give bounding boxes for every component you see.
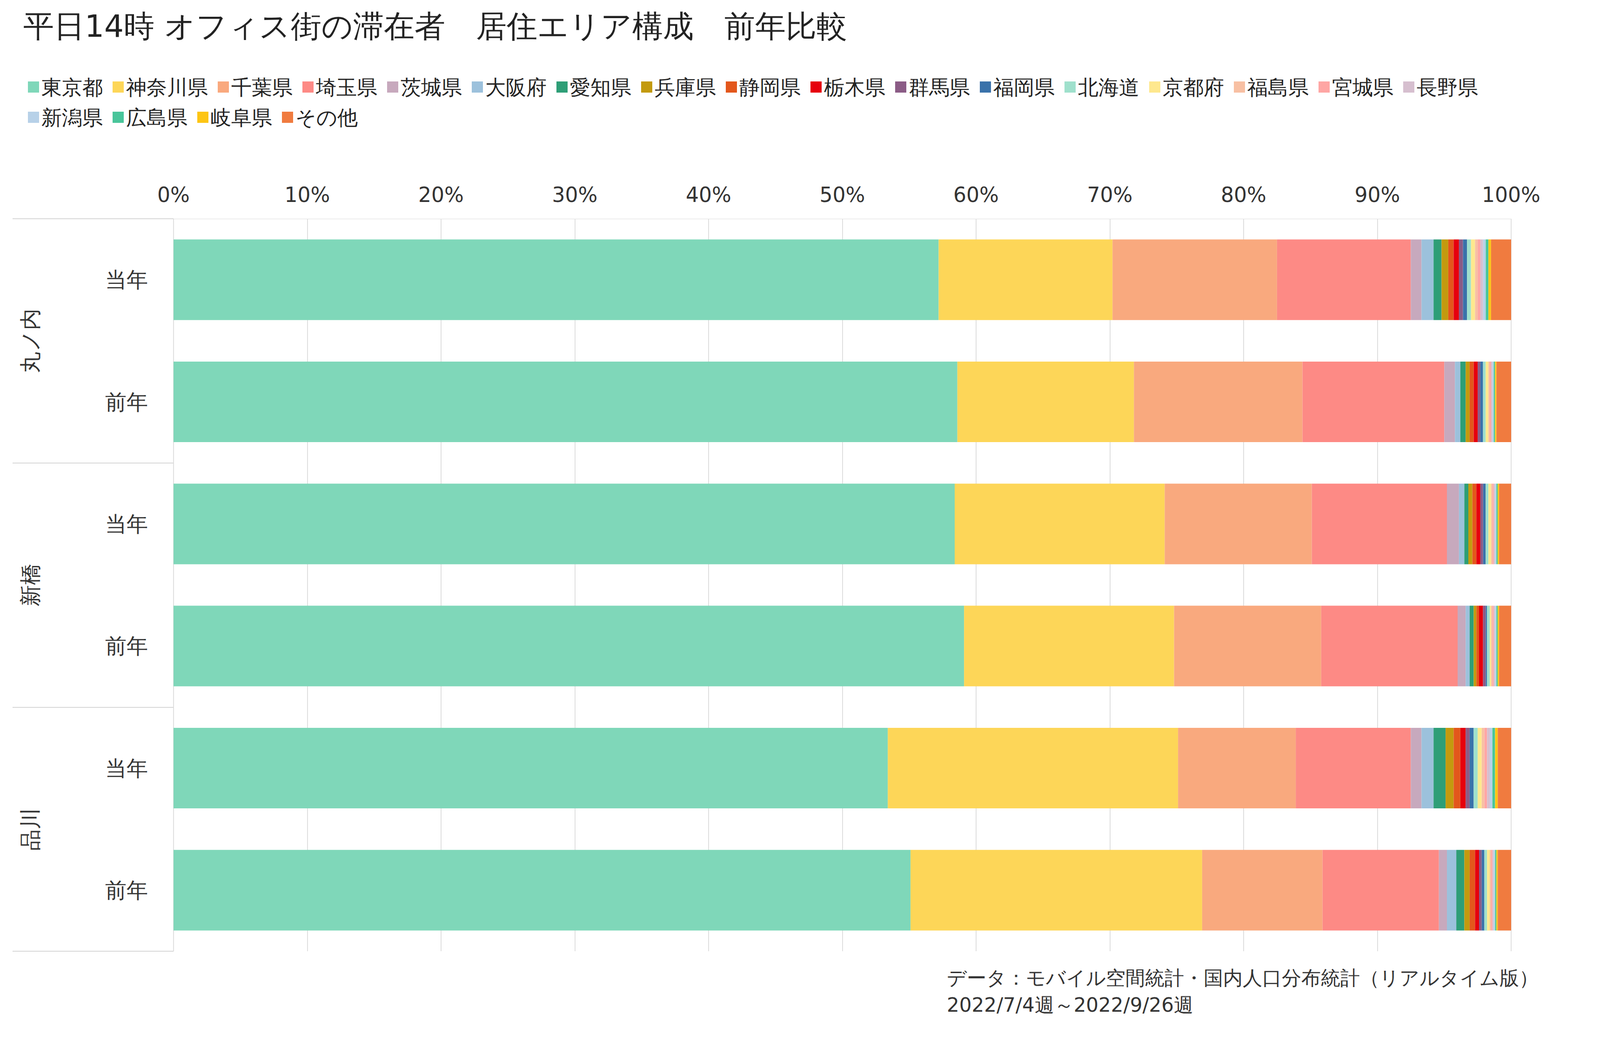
svg-text:福島県: 福島県 (1247, 75, 1309, 100)
svg-text:90%: 90% (1354, 182, 1401, 207)
svg-text:2022/7/4週～2022/9/26週: 2022/7/4週～2022/9/26週 (946, 993, 1194, 1017)
svg-text:平日14時 オフィス街の滞在者 居住エリア構成 前年比較: 平日14時 オフィス街の滞在者 居住エリア構成 前年比較 (23, 8, 848, 45)
svg-text:新潟県: 新潟県 (41, 105, 103, 130)
svg-text:栃木県: 栃木県 (823, 75, 886, 100)
svg-text:当年: 当年 (105, 267, 148, 293)
svg-text:データ：モバイル空間統計・国内人口分布統計（リアルタイム版）: データ：モバイル空間統計・国内人口分布統計（リアルタイム版） (946, 966, 1539, 990)
svg-text:愛知県: 愛知県 (569, 75, 632, 100)
svg-text:広島県: 広島県 (126, 105, 188, 130)
svg-text:0%: 0% (157, 182, 190, 207)
svg-text:その他: その他 (295, 105, 358, 130)
svg-text:40%: 40% (685, 182, 732, 207)
svg-text:100%: 100% (1481, 182, 1541, 207)
svg-text:岐阜県: 岐阜県 (210, 105, 273, 130)
svg-text:埼玉県: 埼玉県 (315, 75, 378, 100)
svg-text:前年: 前年 (105, 633, 148, 659)
svg-text:福岡県: 福岡県 (993, 75, 1055, 100)
svg-text:70%: 70% (1087, 182, 1133, 207)
svg-text:新橋: 新橋 (17, 563, 43, 607)
svg-text:千葉県: 千葉県 (231, 75, 293, 100)
svg-text:兵庫県: 兵庫県 (654, 75, 717, 100)
svg-text:丸ノ内: 丸ノ内 (17, 308, 43, 374)
svg-text:10%: 10% (284, 182, 331, 207)
svg-text:大阪府: 大阪府 (485, 75, 547, 100)
svg-text:京都府: 京都府 (1162, 75, 1225, 100)
svg-text:80%: 80% (1220, 182, 1267, 207)
svg-text:群馬県: 群馬県 (908, 75, 971, 100)
svg-text:50%: 50% (819, 182, 866, 207)
svg-text:20%: 20% (418, 182, 464, 207)
svg-text:前年: 前年 (105, 389, 148, 415)
svg-text:宮城県: 宮城県 (1332, 75, 1394, 100)
svg-text:長野県: 長野県 (1416, 75, 1479, 100)
svg-text:当年: 当年 (105, 755, 148, 781)
svg-text:当年: 当年 (105, 511, 148, 537)
svg-text:茨城県: 茨城県 (400, 75, 462, 100)
svg-text:神奈川県: 神奈川県 (126, 75, 208, 100)
svg-text:東京都: 東京都 (41, 75, 103, 100)
svg-text:北海道: 北海道 (1077, 75, 1140, 100)
svg-text:静岡県: 静岡県 (739, 75, 801, 100)
svg-text:品川: 品川 (17, 807, 43, 851)
svg-text:前年: 前年 (105, 877, 148, 903)
svg-text:30%: 30% (552, 182, 598, 207)
svg-text:60%: 60% (953, 182, 999, 207)
